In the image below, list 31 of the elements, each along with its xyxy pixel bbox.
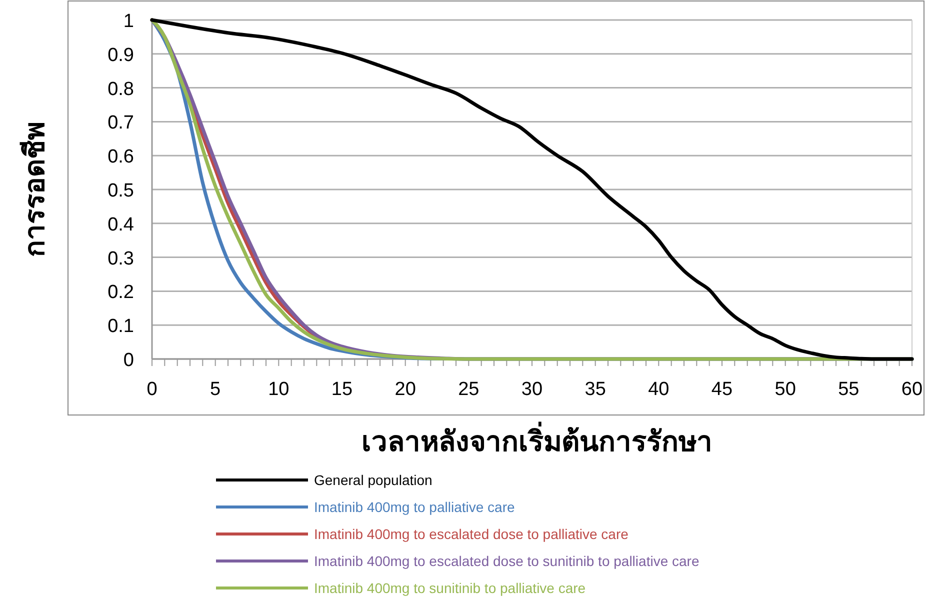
text: Imatinib 400mg to palliative care <box>314 499 515 515</box>
y-tick-label: 1 <box>123 11 134 32</box>
x-tick-label: 30 <box>521 379 543 400</box>
text: Imatinib 400mg to escalated dose to palliative care <box>314 526 629 542</box>
x-tick-label: 20 <box>394 379 416 400</box>
y-tick-label: 0.3 <box>108 248 134 270</box>
y-tick-label: 0 <box>123 350 134 371</box>
x-tick-label: 40 <box>648 379 670 400</box>
text: General population <box>314 472 432 488</box>
y-tick-label: 0.1 <box>108 316 134 338</box>
y-tick-label: 0.4 <box>108 214 134 236</box>
y-axis-title: การรอดชีพ <box>18 122 51 257</box>
y-tick-label: 0.8 <box>108 78 134 100</box>
x-tick-label: 10 <box>268 379 290 400</box>
x-tick-label: 45 <box>711 379 733 400</box>
y-tick-label: 0.5 <box>108 180 134 202</box>
x-tick-label: 60 <box>901 379 923 400</box>
x-tick-label: 35 <box>584 379 606 400</box>
y-tick-label: 0.2 <box>108 282 134 304</box>
text: Imatinib 400mg to sunitinib to palliative care <box>314 580 586 596</box>
x-tick-label: 50 <box>774 379 796 400</box>
x-tick-label: 55 <box>838 379 860 400</box>
y-tick-label: 0.7 <box>108 112 134 134</box>
x-tick-label: 5 <box>210 379 221 400</box>
x-axis-title: เวลาหลังจากเริ่มต้นการรักษา <box>362 421 712 458</box>
x-tick-label: 0 <box>146 379 158 400</box>
text: Imatinib 400mg to escalated dose to sunitinib to palliative care <box>314 553 700 569</box>
x-tick-label: 15 <box>331 379 353 400</box>
x-tick-label: 25 <box>458 379 480 400</box>
y-tick-label: 0.9 <box>108 44 134 66</box>
y-tick-label: 0.6 <box>108 146 134 168</box>
